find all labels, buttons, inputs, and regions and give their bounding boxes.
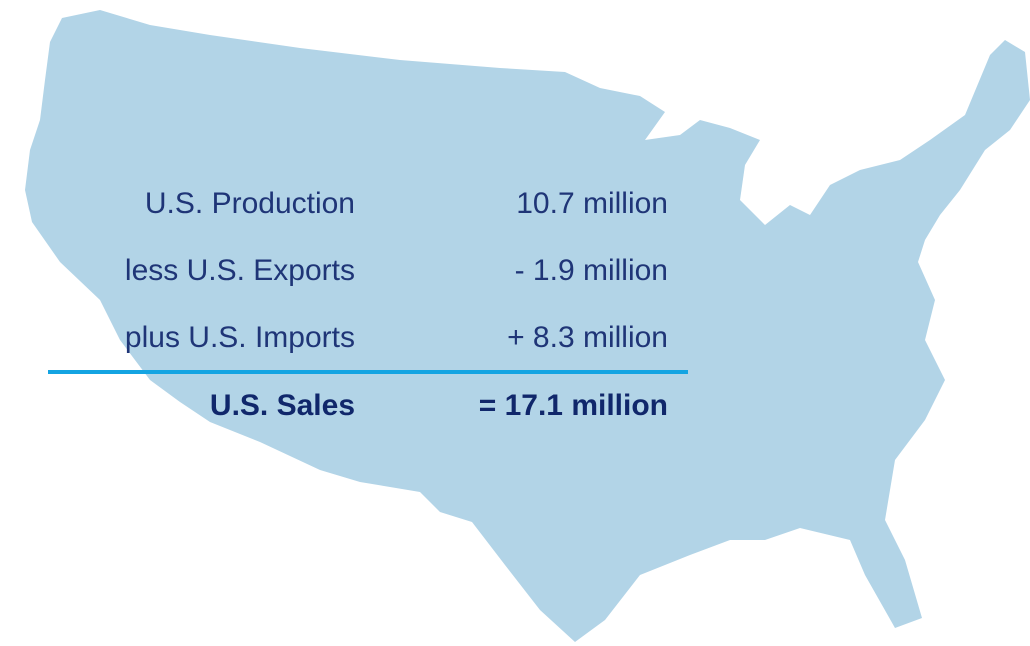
row-value: - 1.9 million [515,254,668,287]
row-label: less U.S. Exports [125,254,355,287]
row-label: plus U.S. Imports [125,321,355,354]
row-value: 10.7 million [516,187,668,220]
row-value: + 8.3 million [507,321,668,354]
us-map [25,10,1030,642]
total-value: = 17.1 million [479,389,668,422]
total-label: U.S. Sales [210,389,355,422]
row-label: U.S. Production [145,187,355,220]
